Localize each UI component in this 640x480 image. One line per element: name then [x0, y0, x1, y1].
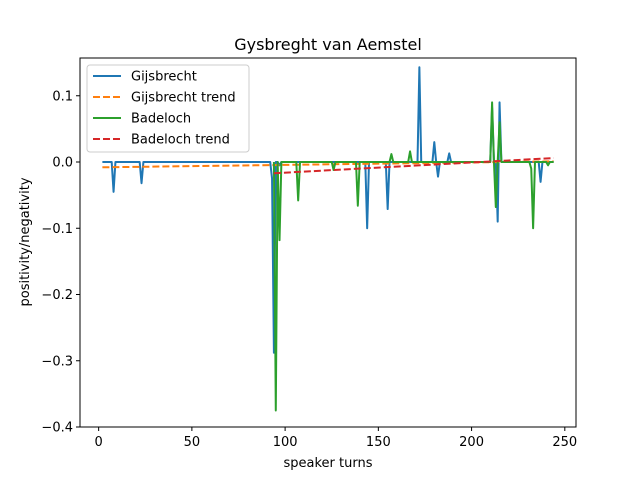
y-axis-ticks: −0.4 −0.3 −0.2 −0.1 0.0 0.1	[41, 89, 80, 436]
y-tick-label: 0.0	[52, 156, 73, 171]
y-tick-label: −0.4	[41, 421, 73, 436]
plot-lines	[102, 66, 554, 412]
y-tick-label: −0.3	[41, 354, 73, 369]
x-tick-label: 150	[366, 435, 391, 450]
series-line-badeloch-trend	[273, 157, 554, 175]
y-tick-label: −0.1	[41, 222, 73, 237]
legend-label-badeloch: Badeloch	[131, 112, 191, 127]
chart-title: Gysbreght van Aemstel	[234, 35, 422, 54]
x-axis-label: speaker turns	[284, 456, 373, 471]
legend-label-badeloch-trend: Badeloch trend	[131, 133, 230, 148]
y-tick-label: −0.2	[41, 288, 73, 303]
x-tick-label: 100	[273, 435, 298, 450]
x-tick-label: 250	[552, 435, 577, 450]
series-line-gijsbrecht	[102, 66, 554, 354]
series-line-badeloch	[272, 101, 554, 412]
legend: Gijsbrecht Gijsbrecht trend Badeloch Badelo…	[86, 64, 250, 153]
y-tick-label: 0.1	[52, 89, 73, 104]
legend-label-gijsbrecht-trend: Gijsbrecht trend	[131, 91, 236, 106]
legend-box	[86, 64, 250, 153]
x-tick-label: 200	[459, 435, 484, 450]
x-tick-label: 0	[95, 435, 103, 450]
x-axis-ticks: 0 50 100 150 200 250	[95, 427, 577, 450]
y-axis-label: positivity/negativity	[18, 177, 33, 306]
plot-frame	[79, 57, 577, 428]
x-tick-label: 50	[184, 435, 201, 450]
legend-label-gijsbrecht: Gijsbrecht	[131, 70, 197, 85]
